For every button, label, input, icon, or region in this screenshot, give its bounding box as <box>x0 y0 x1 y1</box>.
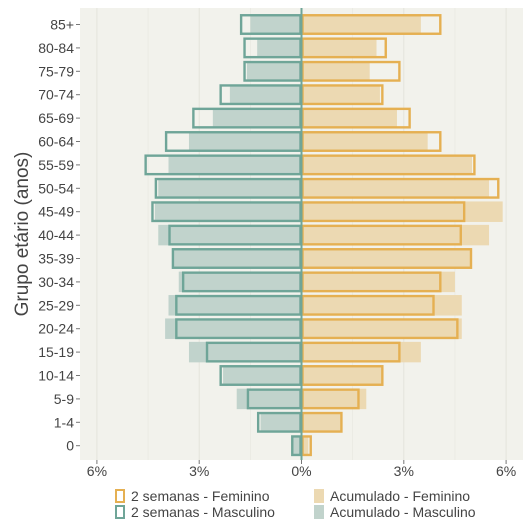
legend-key-outline <box>115 489 125 503</box>
y-axis-ticks: 85+ 80-84 75-79 70-74 65-69 60-64 55-59 50-54 45… <box>38 17 80 454</box>
y-tick-label: 65-69 <box>38 110 74 126</box>
bar-acumulado-masculino <box>188 341 302 363</box>
y-tick-label: 15-19 <box>38 344 74 360</box>
y-tick-label: 80-84 <box>38 40 74 56</box>
bar-acumulado-feminino <box>301 107 397 129</box>
bar-acumulado-masculino <box>229 84 302 105</box>
legend-key-fill <box>314 489 324 503</box>
bar-acumulado-feminino <box>301 435 309 456</box>
y-axis-label: Grupo etário (anos) <box>12 152 33 317</box>
bar-acumulado-feminino <box>301 178 490 199</box>
bar-acumulado-feminino <box>301 224 490 246</box>
bar-acumulado-feminino <box>301 388 367 410</box>
y-tick-label: 10-14 <box>38 368 74 384</box>
y-tick-label: 25-29 <box>38 297 74 313</box>
y-tick-label: 30-34 <box>38 274 74 290</box>
bar-acumulado-feminino <box>301 248 472 269</box>
bar-acumulado-feminino <box>301 201 503 222</box>
y-tick-label: 5-9 <box>54 391 74 407</box>
bar-acumulado-masculino <box>168 295 302 316</box>
bar-acumulado-feminino <box>301 412 343 433</box>
bar-acumulado-masculino <box>158 224 302 246</box>
bar-acumulado-feminino <box>301 131 428 152</box>
y-tick-label: 55-59 <box>38 157 74 173</box>
legend-key-fill <box>314 505 324 519</box>
bar-acumulado-masculino <box>250 14 302 35</box>
legend-key-outline <box>115 505 125 519</box>
bar-acumulado-feminino <box>301 61 370 82</box>
accumulated-bars <box>154 14 503 456</box>
x-tick-label: 6% <box>496 463 516 479</box>
bar-acumulado-feminino <box>301 154 472 176</box>
x-tick-label: 3% <box>189 463 209 479</box>
bar-acumulado-masculino <box>165 318 302 339</box>
x-axis-ticks: 6% 3% 0% 3% 6% <box>87 460 516 479</box>
x-tick-label: 6% <box>87 463 107 479</box>
bar-acumulado-feminino <box>301 318 462 339</box>
bar-acumulado-masculino <box>223 365 302 386</box>
bar-acumulado-masculino <box>260 412 302 433</box>
bar-acumulado-masculino <box>154 201 302 222</box>
bar-acumulado-feminino <box>301 84 380 105</box>
bar-acumulado-masculino <box>236 388 302 410</box>
y-tick-label: 40-44 <box>38 227 74 243</box>
bar-acumulado-masculino <box>168 154 302 176</box>
y-tick-label: 60-64 <box>38 134 74 150</box>
bar-acumulado-masculino <box>178 271 302 293</box>
bar-acumulado-feminino <box>301 37 377 59</box>
bar-acumulado-masculino <box>246 61 302 82</box>
x-tick-label: 0% <box>291 463 311 479</box>
bar-acumulado-masculino <box>291 435 302 456</box>
bar-acumulado-feminino <box>301 295 462 316</box>
bar-acumulado-masculino <box>212 107 302 129</box>
legend-label: Acumulado - Feminino <box>330 488 470 504</box>
legend-label: 2 semanas - Feminino <box>131 488 270 504</box>
y-tick-label: 50-54 <box>38 180 74 196</box>
x-tick-label: 3% <box>394 463 414 479</box>
y-tick-label: 85+ <box>50 17 74 33</box>
bar-acumulado-feminino <box>301 271 455 293</box>
y-tick-label: 1-4 <box>54 414 74 430</box>
bar-acumulado-feminino <box>301 14 421 35</box>
y-tick-label: 45-49 <box>38 204 74 220</box>
y-tick-label: 0 <box>66 438 74 454</box>
bar-acumulado-masculino <box>257 37 302 59</box>
y-tick-label: 35-39 <box>38 251 74 267</box>
bar-acumulado-feminino <box>301 341 421 363</box>
legend-label: 2 semanas - Masculino <box>131 504 275 520</box>
bar-acumulado-masculino <box>158 178 302 199</box>
bar-acumulado-feminino <box>301 365 384 386</box>
y-tick-label: 70-74 <box>38 87 74 103</box>
bar-acumulado-masculino <box>171 248 302 269</box>
y-tick-label: 75-79 <box>38 63 74 79</box>
bar-acumulado-masculino <box>188 131 302 152</box>
legend-label: Acumulado - Masculino <box>330 504 476 520</box>
y-tick-label: 20-24 <box>38 321 74 337</box>
